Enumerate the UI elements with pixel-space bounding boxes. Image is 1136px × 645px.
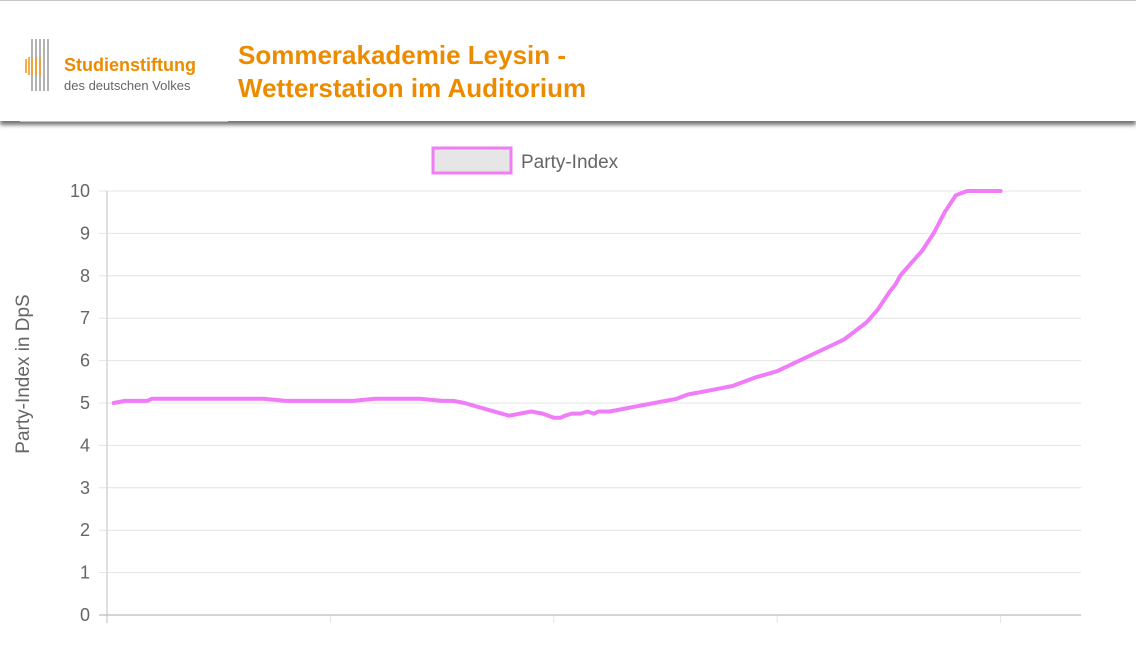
legend[interactable]: Party-Index [431, 146, 619, 175]
page-title: Sommerakademie Leysin - Wetterstation im… [238, 39, 586, 105]
page-title-line2: Wetterstation im Auditorium [238, 73, 587, 103]
page-title-line1: Sommerakademie Leysin - [238, 40, 567, 70]
chart-axes [99, 191, 1081, 623]
header-divider [20, 121, 228, 122]
y-tick-labels: 0 1 2 3 4 5 6 7 8 9 10 [70, 181, 90, 625]
y-tick-label: 6 [80, 351, 90, 371]
chart-grid [99, 190, 1081, 616]
series-line-party-index [111, 189, 1003, 420]
y-tick-label: 4 [80, 435, 90, 455]
party-index-chart: 0 1 2 3 4 5 6 7 8 9 10 Party-Index Party-Index in … [13, 146, 1081, 625]
logo-subline: des deutschen Volkes [64, 78, 191, 93]
logo-wordmark: Studienstiftung [64, 55, 196, 75]
x-tick-marks [106, 615, 1002, 623]
y-tick-label: 8 [80, 266, 90, 286]
y-tick-label: 2 [80, 520, 90, 540]
y-tick-label: 10 [70, 181, 90, 201]
y-tick-label: 7 [80, 308, 90, 328]
legend-swatch [431, 146, 513, 175]
y-tick-label: 0 [80, 605, 90, 625]
y-axis-title: Party-Index in DpS [13, 294, 34, 453]
y-tick-label: 3 [80, 478, 90, 498]
y-tick-label: 1 [80, 563, 90, 583]
page-header: Studienstiftung des deutschen Volkes Som… [0, 1, 1136, 122]
studienstiftung-logo[interactable]: Studienstiftung des deutschen Volkes [24, 39, 214, 95]
chart-container: 0 1 2 3 4 5 6 7 8 9 10 Party-Index Party-Index in … [0, 125, 1136, 640]
y-tick-label: 5 [80, 393, 90, 413]
top-border [0, 0, 1136, 1]
y-tick-label: 9 [80, 223, 90, 243]
logo-bars-icon [25, 39, 49, 91]
legend-label: Party-Index [521, 152, 619, 173]
